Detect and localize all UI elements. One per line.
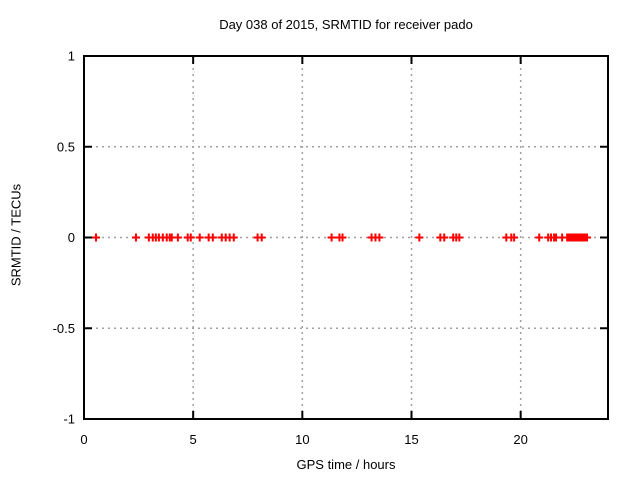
x-tick-label: 5 (190, 432, 197, 447)
data-point-marker (510, 233, 519, 242)
data-point-marker (535, 233, 544, 242)
x-tick-label: 10 (295, 432, 309, 447)
data-point-marker (208, 233, 217, 242)
data-point-marker (327, 233, 336, 242)
data-point-marker (229, 233, 238, 242)
y-tick-label: -1 (63, 412, 75, 427)
data-point-marker (583, 233, 592, 242)
data-point-marker (375, 233, 384, 242)
y-tick-label: 0 (68, 230, 75, 245)
data-point-marker (92, 233, 101, 242)
data-point-marker (338, 233, 347, 242)
x-axis-label: GPS time / hours (296, 457, 396, 472)
data-point-marker (173, 233, 182, 242)
x-tick-label: 20 (513, 432, 527, 447)
chart-title: Day 038 of 2015, SRMTID for receiver pad… (219, 17, 473, 32)
x-tick-label: 0 (80, 432, 87, 447)
data-point-marker (257, 233, 266, 242)
plot-border (83, 55, 609, 420)
y-tick-label: 0.5 (57, 139, 75, 154)
data-point-marker (186, 233, 195, 242)
data-point-marker (415, 233, 424, 242)
data-point-marker (131, 233, 140, 242)
data-point-marker (440, 233, 449, 242)
y-tick-label: 1 (68, 49, 75, 64)
y-tick-label: -0.5 (53, 321, 75, 336)
data-point-marker (455, 233, 464, 242)
x-tick-label: 15 (404, 432, 418, 447)
data-point-marker (195, 233, 204, 242)
